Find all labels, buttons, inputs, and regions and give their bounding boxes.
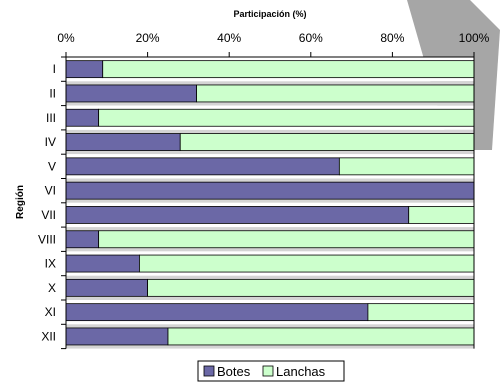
y-tick-label: I <box>53 62 56 76</box>
y-tick-label: IV <box>45 135 56 149</box>
x-tick-label: 0% <box>57 31 75 45</box>
bar-botes-xi <box>65 303 369 322</box>
bar-lanchas-viii <box>98 230 475 249</box>
y-tick-label: VII <box>41 208 56 222</box>
legend-label-botes: Botes <box>217 364 251 379</box>
y-tick-label: II <box>49 86 56 100</box>
legend: Botes Lanchas <box>197 360 345 382</box>
bar-botes-i <box>65 60 104 79</box>
y-tick-label: V <box>48 159 56 173</box>
bar-botes-vii <box>65 206 410 224</box>
legend-swatch-botes <box>203 365 215 377</box>
x-tick-label: 60% <box>299 31 323 45</box>
bar-lanchas-x <box>147 278 475 297</box>
y-axis-title: Región <box>15 185 26 219</box>
bar-lanchas-xi <box>367 303 475 322</box>
x-tick-label: 20% <box>136 31 160 45</box>
bar-lanchas-iii <box>98 108 475 127</box>
bar-lanchas-i <box>102 60 475 79</box>
bar-lanchas-xii <box>167 327 475 346</box>
bar-botes-vi <box>65 181 475 200</box>
chart-title: Participación (%) <box>233 9 306 19</box>
legend-label-lanchas: Lanchas <box>276 364 326 379</box>
y-tick-label: XI <box>45 305 56 319</box>
y-tick-label: III <box>46 111 56 125</box>
bar-botes-xii <box>65 327 169 346</box>
y-tick-label: X <box>48 281 56 295</box>
bar-botes-ix <box>65 254 140 273</box>
x-tick-label: 40% <box>217 31 241 45</box>
bar-botes-v <box>65 157 340 176</box>
bars <box>65 60 475 346</box>
bar-lanchas-ii <box>196 84 475 103</box>
legend-swatch-lanchas <box>262 365 274 377</box>
bar-lanchas-v <box>338 157 475 176</box>
x-tick-label: 100% <box>459 31 490 45</box>
y-tick-label: VIII <box>38 232 56 246</box>
bar-botes-viii <box>65 230 100 249</box>
bar-lanchas-ix <box>139 254 475 273</box>
bar-botes-x <box>65 278 148 297</box>
bar-botes-ii <box>65 84 197 103</box>
bar-botes-iv <box>65 133 181 151</box>
x-axis: 0% 20% 40% 60% 80% 100% <box>57 31 490 349</box>
y-tick-label: XII <box>41 329 56 343</box>
bar-lanchas-vii <box>408 206 475 224</box>
x-tick-label: 80% <box>380 31 404 45</box>
y-tick-label: IX <box>45 257 56 271</box>
y-tick-label: VI <box>45 184 56 198</box>
bar-lanchas-iv <box>179 133 475 151</box>
bar-botes-iii <box>65 108 100 127</box>
